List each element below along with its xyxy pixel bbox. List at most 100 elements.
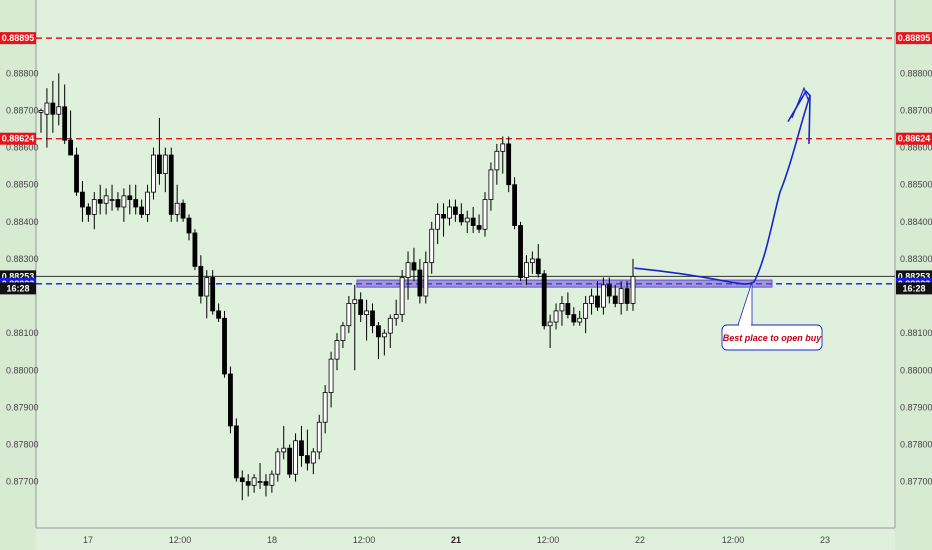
candle-body: [429, 228, 435, 264]
resistance-upper-tag-left: [0, 32, 36, 45]
candle-body: [512, 184, 517, 226]
candle-body: [606, 284, 612, 297]
candle-body: [476, 225, 482, 230]
y-tick-label-left: 0.88800: [6, 68, 39, 78]
y-tick-label-left: 0.88300: [6, 254, 39, 264]
y-tick-label-right: 0.87700: [900, 477, 932, 487]
x-tick-label: 17: [83, 535, 93, 545]
candle-body: [452, 206, 458, 215]
candle-body: [364, 310, 370, 315]
x-tick-label: 12:00: [353, 535, 376, 545]
candle-body: [115, 199, 121, 208]
x-tick-label: 23: [820, 535, 830, 545]
candle-body: [340, 325, 346, 341]
candle-body: [299, 440, 304, 457]
candle-body: [393, 314, 399, 319]
candle-body: [577, 317, 583, 323]
candle-body: [370, 310, 375, 327]
candle-body: [245, 481, 251, 486]
x-axis: 17 12:00 18 12:00 21 12:00 22 12:00 23: [83, 535, 830, 545]
candle-body: [168, 154, 174, 215]
resistance-lower-tag-right: [896, 132, 932, 145]
candle-body: [239, 477, 245, 482]
y-tick-label-right: 0.88000: [900, 365, 932, 375]
buy-zone: [356, 279, 773, 288]
candle-body: [204, 277, 210, 297]
y-tick-label-right: 0.88400: [900, 217, 932, 227]
candle-body: [103, 195, 109, 204]
candle-body: [281, 447, 287, 453]
candle-body: [458, 214, 464, 223]
candle-body: [618, 288, 624, 304]
callout-box: [721, 324, 823, 351]
candle-body: [322, 392, 328, 423]
candle-body: [316, 421, 322, 453]
price-tags: 0.88895 0.88895 0.88624 0.88624 0.88253 0.882…: [0, 32, 932, 295]
x-tick-label: 12:00: [722, 535, 745, 545]
candle-body: [612, 295, 618, 304]
candle-body: [583, 303, 589, 319]
y-tick-label-left: 0.88600: [6, 143, 39, 153]
y-tick-label-left: 0.87900: [6, 402, 39, 412]
candle-body: [198, 265, 204, 297]
candle-body: [524, 262, 529, 278]
candles: [38, 73, 636, 501]
candle-body: [192, 232, 198, 267]
candle-body: [145, 191, 150, 215]
candle-body: [56, 106, 62, 115]
candle-body: [109, 199, 115, 201]
candle-body: [186, 217, 192, 234]
candle-body: [417, 269, 423, 297]
candle-body: [535, 258, 541, 275]
candle-body: [68, 139, 73, 156]
candle-body: [38, 110, 44, 113]
candle-body: [358, 299, 364, 315]
y-tick-label-right: 0.87900: [900, 402, 932, 412]
current-price-tag-label-right: 0.88253: [898, 271, 931, 281]
candle-body: [222, 317, 227, 375]
candle-body: [180, 202, 186, 219]
candle-body: [399, 277, 405, 315]
candle-body: [553, 310, 559, 323]
x-tick-label: 22: [635, 535, 645, 545]
countdown-tag-left: [0, 282, 36, 295]
candle-body: [630, 275, 636, 304]
candle-body: [74, 154, 79, 193]
callout-label: Best place to open buy: [723, 333, 823, 343]
candle-body: [310, 451, 316, 464]
candle-body: [328, 358, 334, 393]
buy-zone-rect: [356, 279, 773, 288]
candle-body: [80, 191, 85, 208]
candle-body: [162, 154, 168, 174]
candle-body: [97, 199, 103, 204]
candle-body: [381, 332, 387, 338]
candle-body: [156, 154, 162, 174]
y-tick-label-left: 0.88000: [6, 365, 39, 375]
candle-body: [624, 288, 630, 304]
candle-body: [482, 199, 488, 230]
y-tick-label-left: 0.87800: [6, 439, 39, 449]
candle-body: [269, 473, 275, 486]
candle-body: [233, 425, 239, 479]
candle-body: [50, 102, 56, 115]
candle-body: [601, 284, 606, 308]
candle-body: [405, 262, 411, 278]
x-tick-label: 12:00: [169, 535, 192, 545]
candle-body: [121, 195, 127, 208]
candle-body: [85, 206, 91, 215]
countdown-label-right: 16:28: [902, 283, 925, 293]
candle-body: [91, 199, 97, 215]
candle-body: [441, 214, 446, 219]
resistance-lower-tag-left: [0, 132, 36, 145]
candle-body: [423, 262, 429, 297]
candle-body: [411, 262, 417, 271]
candle-body: [62, 106, 68, 141]
candle-body: [133, 199, 139, 208]
candle-body: [447, 206, 452, 219]
y-tick-label-right: 0.88800: [900, 68, 932, 78]
candle-body: [571, 314, 577, 323]
annotation-callout: Best place to open buy: [721, 281, 823, 351]
candle-body: [251, 477, 257, 486]
